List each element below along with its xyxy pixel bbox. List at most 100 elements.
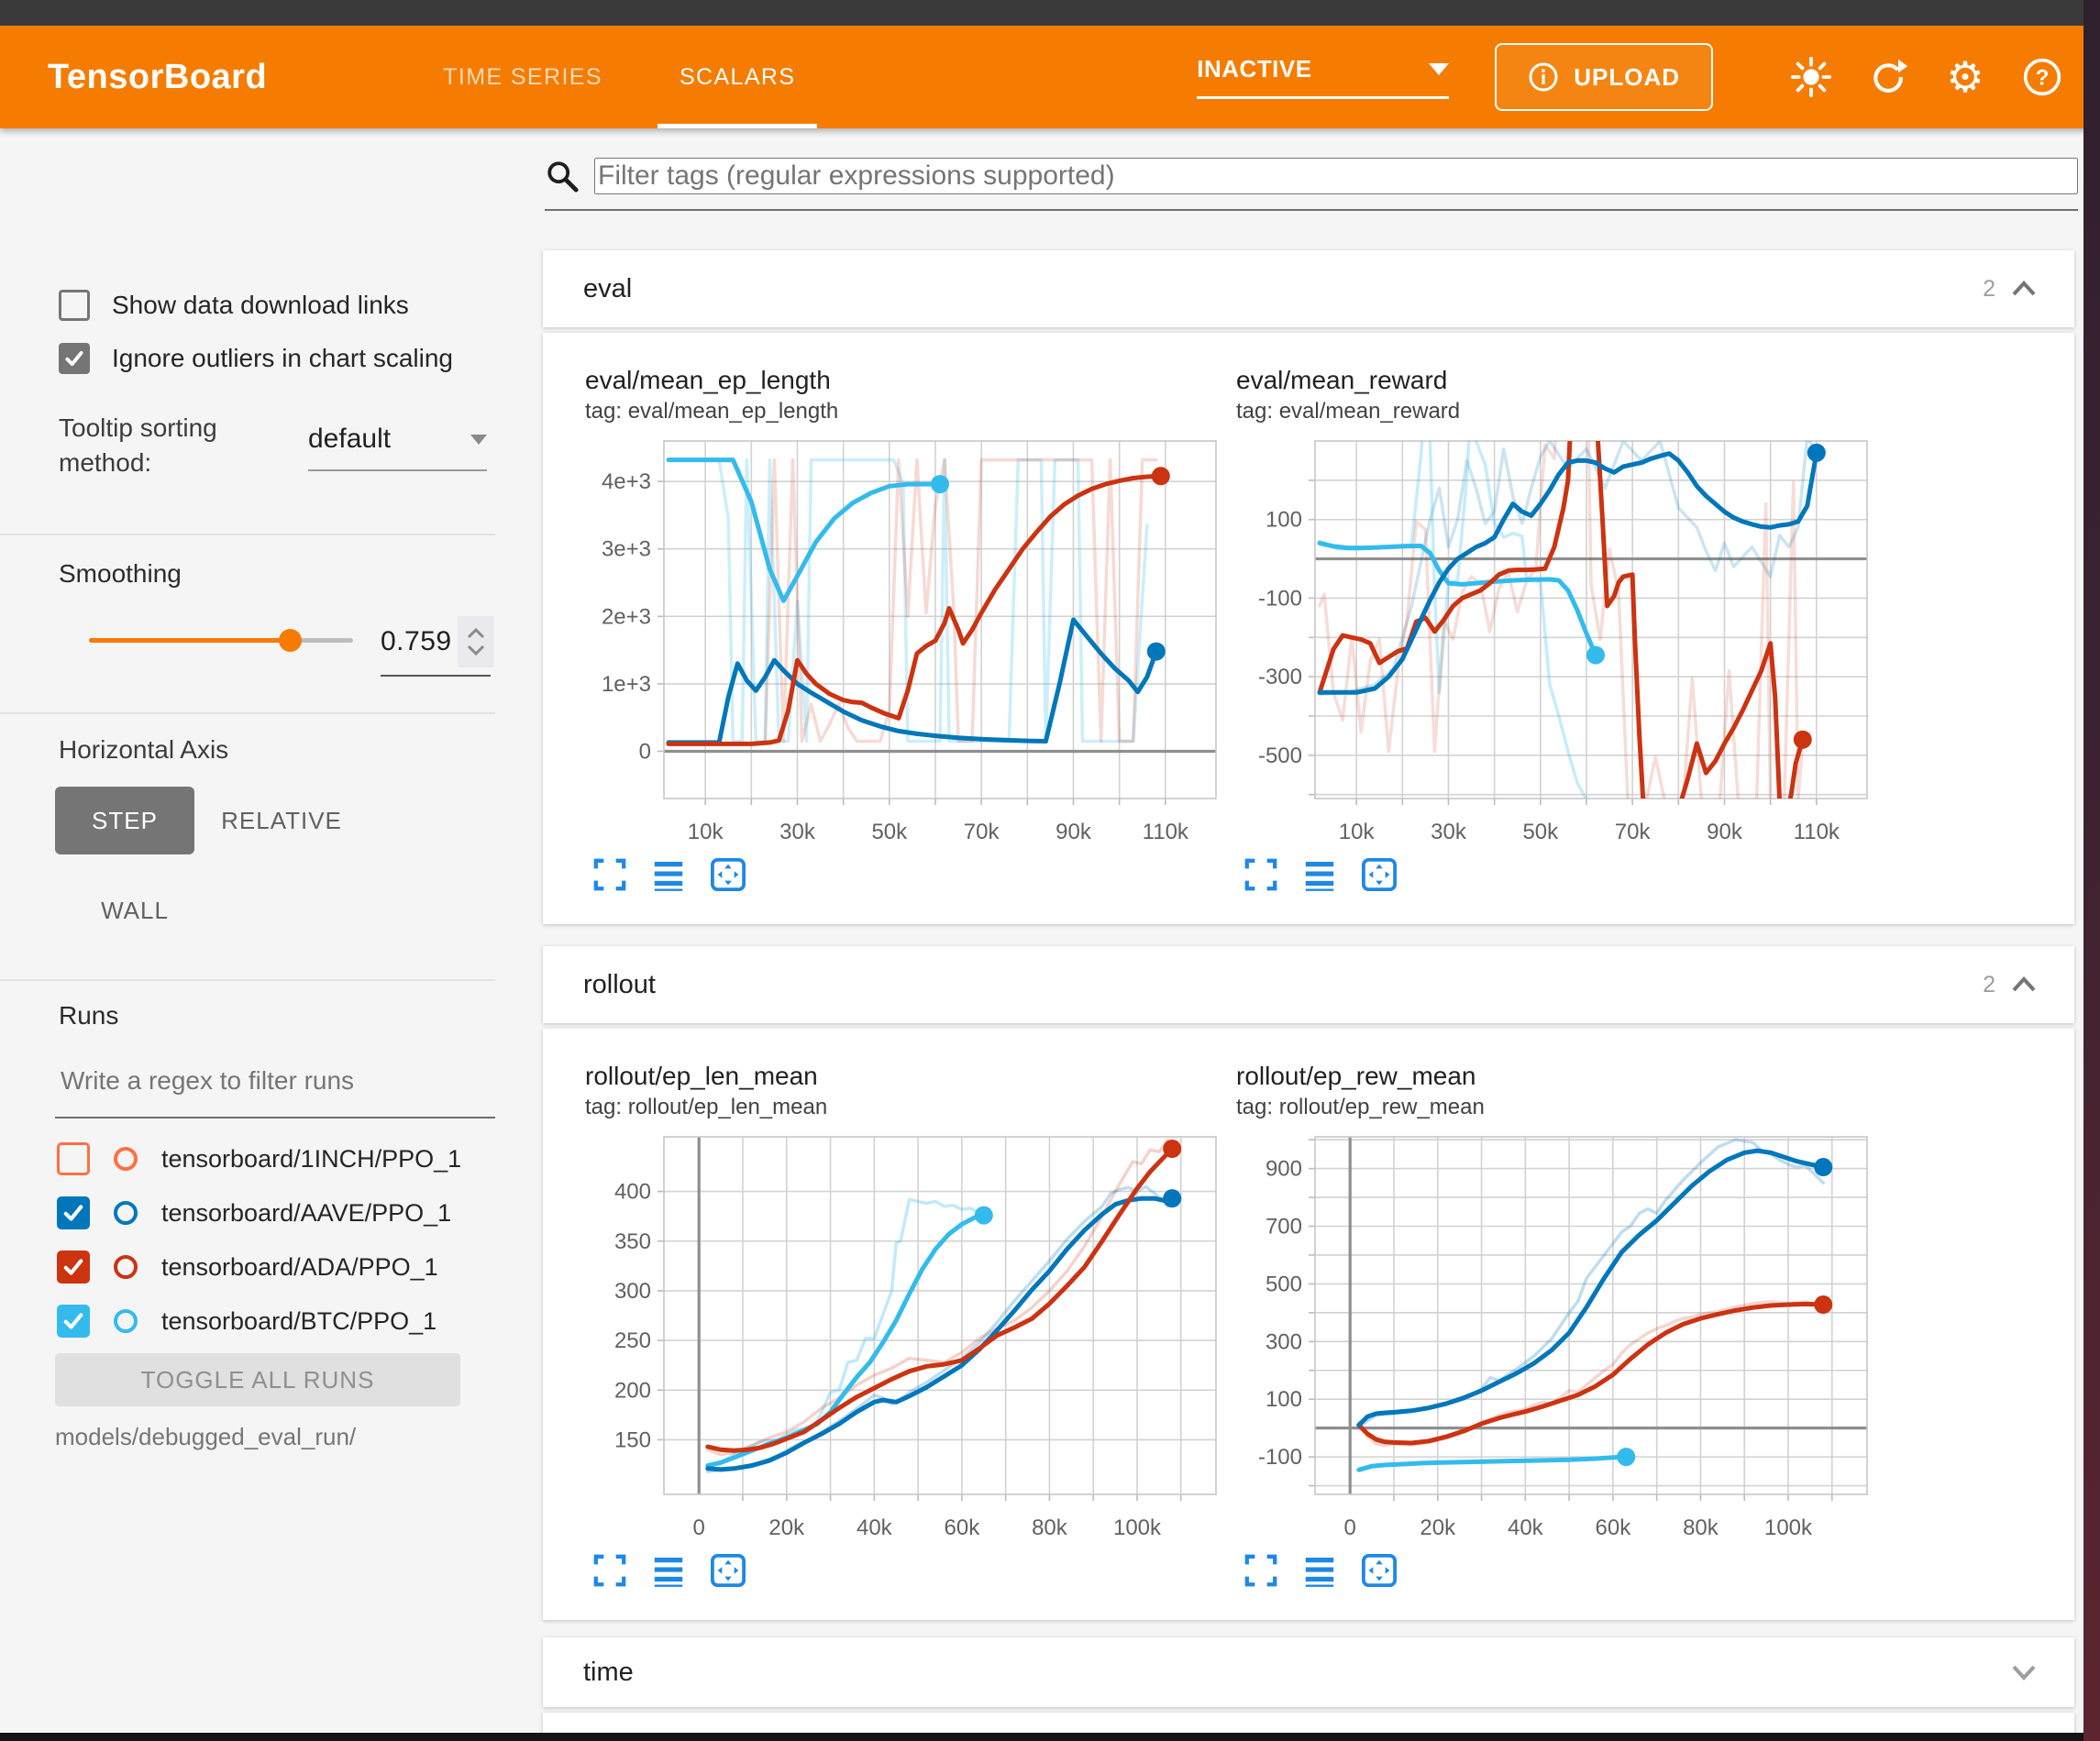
chevron-down-icon <box>1429 63 1450 75</box>
run-checkbox[interactable] <box>57 1305 90 1338</box>
fullscreen-icon[interactable] <box>1243 1553 1278 1588</box>
chart-tag: tag: eval/mean_ep_length <box>585 399 839 424</box>
runs-list-icon[interactable] <box>1302 1553 1337 1588</box>
run-row-1inch[interactable]: tensorboard/1INCH/PPO_1 <box>57 1142 461 1175</box>
section-toggle-eval[interactable]: eval 2 <box>543 250 2074 327</box>
svg-text:-500: -500 <box>1258 744 1302 768</box>
svg-text:50k: 50k <box>871 820 908 844</box>
tooltip-sorting-value: default <box>308 424 392 454</box>
line-chart-eval-mean-reward[interactable]: 100 -100 -300 -500 10k 30k 50k 70k 90k 110k <box>1234 435 1876 848</box>
chart-actions <box>1243 1553 1876 1588</box>
svg-text:250: 250 <box>614 1328 651 1353</box>
svg-text:30k: 30k <box>779 820 816 844</box>
tooltip-sorting-select[interactable]: default <box>308 424 487 471</box>
app-header: TensorBoard TIME SERIES SCALARS INACTIVE… <box>0 26 2100 128</box>
fit-domain-icon[interactable] <box>1361 1553 1398 1588</box>
run-checkbox[interactable] <box>57 1251 90 1284</box>
fit-domain-icon[interactable] <box>710 857 746 892</box>
run-color-radio[interactable] <box>114 1201 138 1225</box>
chart-tag: tag: eval/mean_reward <box>1236 399 1461 424</box>
svg-text:60k: 60k <box>945 1515 981 1540</box>
runs-list-icon[interactable] <box>651 857 686 892</box>
show-download-links-checkbox[interactable] <box>59 290 90 321</box>
svg-text:30k: 30k <box>1431 820 1467 844</box>
status-dropdown[interactable]: INACTIVE <box>1197 55 1450 99</box>
svg-text:0: 0 <box>639 739 651 764</box>
section-header-rollout: rollout 2 <box>543 946 2074 1023</box>
ignore-outliers-checkbox[interactable] <box>59 343 90 374</box>
section-toggle-time[interactable]: time <box>543 1637 2074 1707</box>
smoothing-value: 0.759 <box>381 626 452 656</box>
svg-text:400: 400 <box>614 1180 651 1205</box>
svg-text:100k: 100k <box>1113 1515 1162 1540</box>
show-download-links-row: Show data download links <box>59 290 409 321</box>
runs-list-icon[interactable] <box>651 1553 686 1588</box>
smoothing-slider-fill <box>89 638 290 643</box>
fullscreen-icon[interactable] <box>1243 857 1278 892</box>
svg-text:2e+3: 2e+3 <box>602 604 651 629</box>
run-color-radio[interactable] <box>114 1255 138 1279</box>
tab-scalars-label: SCALARS <box>679 63 796 90</box>
fit-domain-icon[interactable] <box>1361 857 1398 892</box>
run-row-aave[interactable]: tensorboard/AAVE/PPO_1 <box>57 1196 451 1229</box>
run-checkbox[interactable] <box>57 1196 90 1229</box>
chart-title: eval/mean_ep_length <box>585 366 831 394</box>
fullscreen-icon[interactable] <box>592 1553 627 1588</box>
upload-button-label: UPLOAD <box>1574 62 1680 91</box>
smoothing-slider-thumb[interactable] <box>278 629 302 652</box>
app-title: TensorBoard <box>48 57 268 96</box>
run-color-radio[interactable] <box>114 1147 138 1171</box>
run-checkbox[interactable] <box>57 1142 90 1175</box>
svg-text:300: 300 <box>1266 1329 1302 1354</box>
smoothing-stepper[interactable] <box>457 616 494 667</box>
scalars-dashboard: eval 2 eval/mean_ep_length tag: eval/mea… <box>539 128 2083 1741</box>
chevron-down-icon <box>467 645 484 656</box>
section-header-eval: eval 2 <box>543 250 2074 327</box>
svg-text:500: 500 <box>1266 1272 1302 1296</box>
svg-text:900: 900 <box>1266 1157 1302 1182</box>
fullscreen-icon[interactable] <box>592 857 627 892</box>
ignore-outliers-label: Ignore outliers in chart scaling <box>112 344 453 372</box>
desktop-background-edge <box>2083 0 2100 1741</box>
section-title: eval <box>583 273 633 303</box>
help-icon[interactable]: ? <box>2021 56 2063 98</box>
brightness-icon[interactable] <box>1790 56 1832 98</box>
svg-text:300: 300 <box>614 1279 651 1304</box>
axis-wall-button[interactable]: WALL <box>84 876 185 944</box>
smoothing-slider[interactable] <box>89 629 353 652</box>
tab-time-series[interactable]: TIME SERIES <box>404 26 641 128</box>
fit-domain-icon[interactable] <box>710 1553 746 1588</box>
svg-text:80k: 80k <box>1032 1515 1068 1540</box>
section-toggle-rollout[interactable]: rollout 2 <box>543 946 2074 1023</box>
svg-text:20k: 20k <box>1420 1515 1456 1540</box>
line-chart-rollout-ep-rew-mean[interactable]: -100 100 300 500 700 900 0 20k 40k 60k 80k 100k <box>1234 1131 1876 1544</box>
run-row-btc[interactable]: tensorboard/BTC/PPO_1 <box>57 1305 437 1338</box>
runs-filter-input[interactable] <box>59 1065 481 1096</box>
svg-text:100k: 100k <box>1764 1515 1813 1540</box>
svg-text:10k: 10k <box>688 820 724 844</box>
tab-scalars[interactable]: SCALARS <box>641 26 834 128</box>
axis-step-button[interactable]: STEP <box>55 787 194 854</box>
line-chart-rollout-ep-len-mean[interactable]: 150 200 250 300 350 400 0 20k 40k 60k 80k 100k <box>583 1131 1225 1544</box>
tag-filter-input[interactable] <box>594 158 2078 194</box>
axis-relative-button[interactable]: RELATIVE <box>213 787 350 854</box>
tooltip-sorting-label: Tooltip sorting method: <box>59 413 217 477</box>
section-header-time: time <box>543 1637 2074 1707</box>
header-tabs: TIME SERIES SCALARS <box>404 26 834 128</box>
run-row-ada[interactable]: tensorboard/ADA/PPO_1 <box>57 1251 438 1284</box>
header-actions: INACTIVE UPLOAD <box>1197 43 2063 111</box>
svg-text:3e+3: 3e+3 <box>602 537 651 562</box>
section-title: time <box>583 1657 634 1687</box>
svg-text:40k: 40k <box>1508 1515 1544 1540</box>
axis-relative-label: RELATIVE <box>221 806 342 834</box>
toggle-all-runs-button[interactable]: TOGGLE ALL RUNS <box>55 1353 460 1406</box>
runs-list-icon[interactable] <box>1302 857 1337 892</box>
upload-button[interactable]: UPLOAD <box>1495 43 1713 111</box>
settings-gear-icon[interactable]: ⚙ <box>1946 52 1984 102</box>
axis-wall-label: WALL <box>101 896 169 924</box>
run-color-radio[interactable] <box>114 1309 138 1333</box>
svg-text:-300: -300 <box>1258 665 1302 689</box>
line-chart-eval-mean-ep-length[interactable]: 0 1e+3 2e+3 3e+3 4e+3 10k 30k 50k 70k 90k 110k <box>583 435 1225 848</box>
refresh-icon[interactable] <box>1867 56 1909 98</box>
section-content-rollout: rollout/ep_len_mean tag: rollout/ep_len_… <box>543 1029 2074 1620</box>
